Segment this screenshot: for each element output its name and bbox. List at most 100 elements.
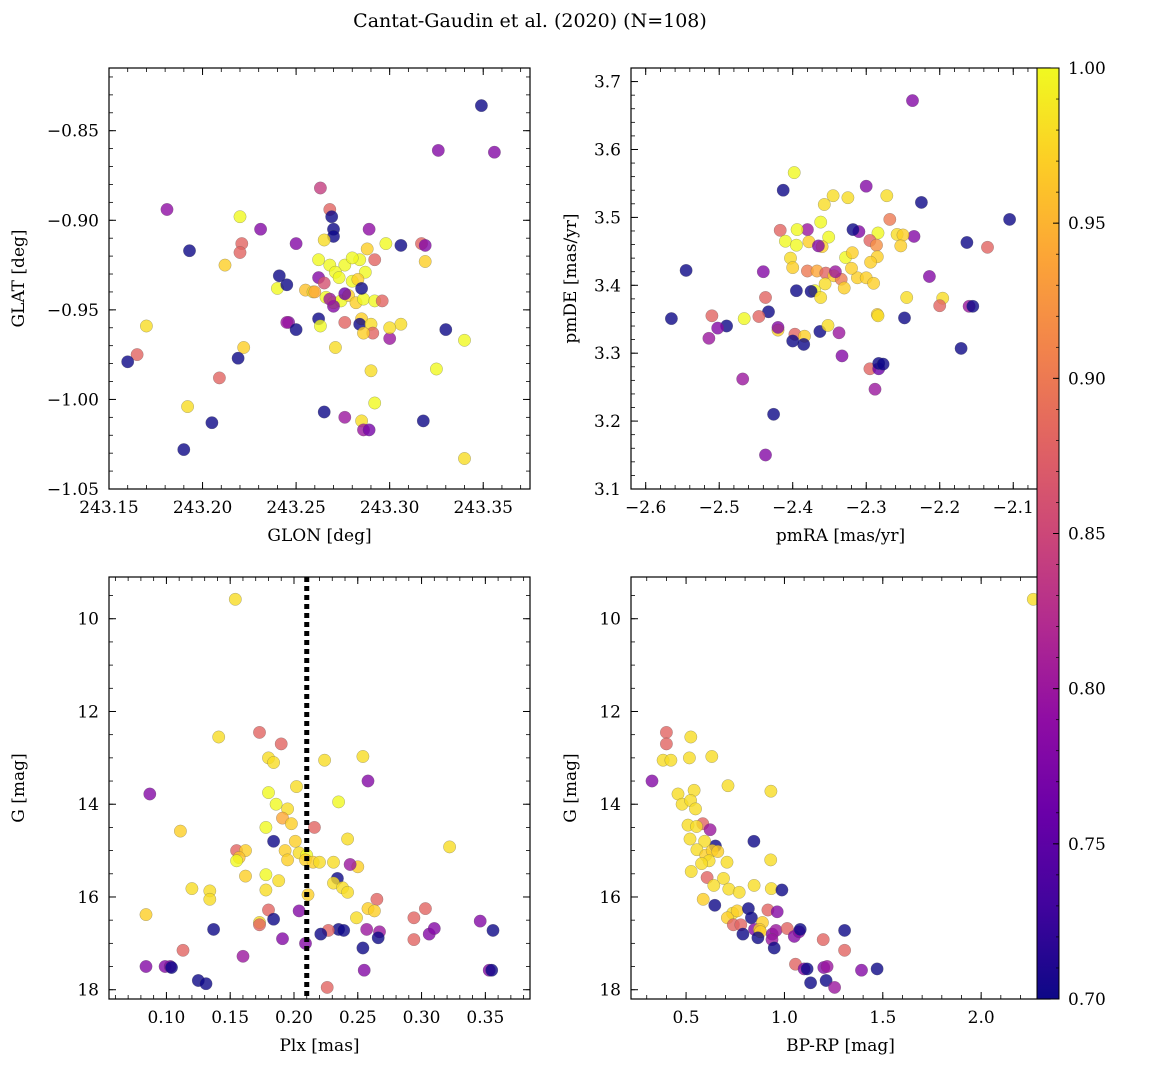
data-point	[695, 857, 708, 870]
data-point	[280, 315, 294, 329]
data-point	[272, 874, 286, 888]
data-point	[730, 904, 744, 918]
data-point	[855, 963, 868, 977]
data-point	[360, 923, 374, 936]
x-axis-label: Plx [mas]	[279, 1036, 359, 1056]
data-point	[867, 276, 880, 290]
data-point	[690, 820, 703, 833]
y-tick-label: 18	[77, 981, 99, 1001]
data-point	[367, 904, 381, 918]
y-axis-label: GLAT [deg]	[9, 229, 29, 327]
x-tick-label: 0.35	[466, 1008, 504, 1028]
data-point	[418, 902, 432, 915]
data-point	[767, 941, 781, 955]
data-point	[313, 181, 327, 195]
axes-frame	[108, 67, 531, 490]
data-point	[356, 750, 370, 763]
data-point	[790, 223, 804, 237]
data-point	[764, 882, 778, 895]
x-tick-label: 1.5	[869, 1008, 896, 1028]
colorbar-tick-label: 0.80	[1068, 680, 1106, 700]
data-point	[233, 246, 247, 259]
data-point	[350, 911, 363, 925]
y-tick-label: −0.95	[47, 301, 99, 321]
y-tick-label: −0.90	[47, 211, 99, 231]
data-point	[323, 292, 337, 306]
x-tick-label: −2.1	[993, 498, 1034, 518]
data-point	[812, 239, 825, 253]
data-point	[775, 883, 789, 897]
data-point	[307, 821, 321, 834]
x-tick-label: 0.25	[339, 1008, 377, 1028]
data-point	[756, 265, 770, 279]
x-tick-label: 243.35	[453, 498, 512, 518]
data-point	[486, 924, 500, 937]
data-point	[804, 976, 817, 990]
data-point	[883, 212, 897, 226]
data-point	[871, 309, 885, 323]
data-point	[859, 179, 873, 193]
y-tick-label: 16	[599, 888, 621, 908]
data-point	[418, 255, 432, 268]
x-tick-label: −2.6	[625, 498, 666, 518]
data-point	[1003, 212, 1016, 226]
data-point	[804, 284, 818, 298]
data-point	[954, 341, 968, 355]
data-point	[966, 299, 980, 313]
data-point	[212, 730, 226, 744]
data-point	[375, 294, 389, 308]
data-point	[683, 832, 697, 846]
data-point	[143, 787, 157, 801]
y-tick-label: 14	[77, 795, 99, 815]
figure-title: Cantat-Gaudin et al. (2020) (N=108)	[353, 10, 707, 32]
data-point	[864, 255, 877, 269]
x-tick-label: −2.3	[846, 498, 887, 518]
data-point	[817, 198, 831, 211]
panel-pm: −2.6 −2.5 −2.4 −2.3 −2.2 −2.1 3.1 3.2 3.3 3.4 3.5 3…	[561, 67, 1051, 546]
data-point	[737, 312, 751, 325]
panel-sky: 243.15 243.20 243.25 243.30 243.35 −1.05 −1.00…	[9, 67, 531, 546]
y-axis-label: pmDE [mas/yr]	[561, 213, 581, 343]
data-point	[281, 853, 294, 867]
data-point	[759, 448, 772, 462]
data-point	[764, 853, 778, 867]
y-tick-label: 16	[77, 888, 99, 908]
data-point	[837, 281, 851, 295]
data-point	[237, 341, 251, 354]
data-point	[236, 949, 250, 963]
data-point	[360, 242, 374, 256]
data-point	[368, 253, 382, 267]
data-point	[786, 334, 800, 348]
data-point	[218, 258, 232, 272]
x-axis-label: pmRA [mas/yr]	[776, 526, 905, 546]
data-point	[797, 337, 811, 351]
data-point	[371, 931, 385, 945]
data-point	[473, 914, 487, 928]
y-tick-label: 3.1	[594, 480, 621, 500]
x-axis-label: GLON [deg]	[267, 526, 371, 546]
data-point	[698, 834, 711, 848]
data-point	[720, 855, 734, 869]
data-point	[870, 238, 883, 252]
x-axis-label: BP-RP [mag]	[786, 1036, 895, 1056]
data-point	[253, 918, 266, 932]
data-point	[207, 923, 221, 936]
data-point	[338, 410, 352, 424]
data-point	[431, 143, 445, 157]
data-point	[793, 923, 807, 936]
data-point	[645, 774, 659, 788]
data-point	[800, 962, 814, 976]
data-point	[696, 892, 710, 906]
data-point	[338, 287, 352, 301]
data-point	[711, 321, 725, 335]
data-point	[683, 751, 696, 765]
data-point	[845, 246, 859, 260]
data-point	[828, 981, 841, 994]
data-point	[684, 865, 698, 878]
data-point	[332, 795, 345, 809]
data-point	[702, 331, 716, 345]
data-point	[259, 821, 273, 834]
data-point	[679, 263, 693, 277]
data-point	[721, 779, 735, 793]
data-point	[203, 892, 217, 906]
